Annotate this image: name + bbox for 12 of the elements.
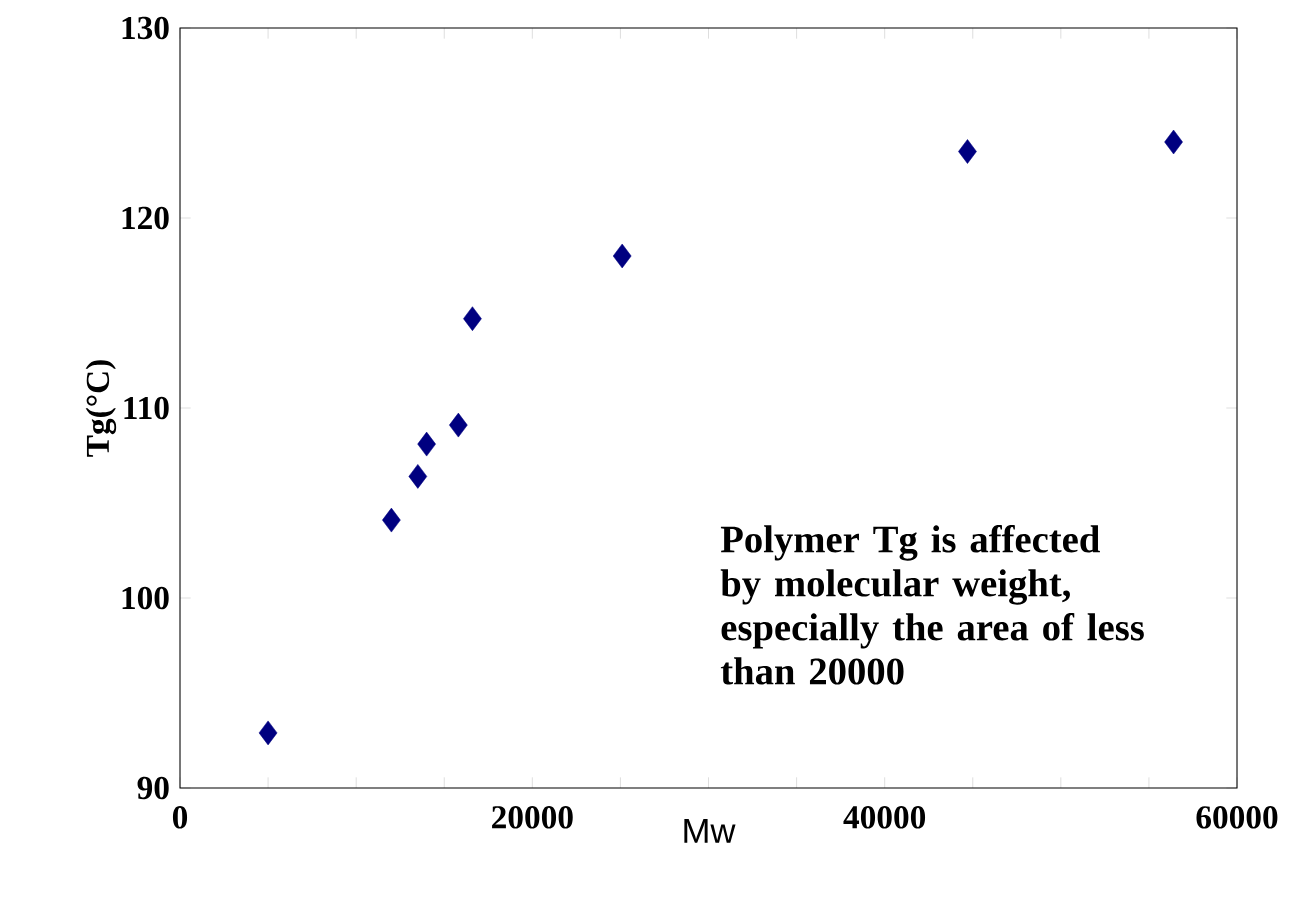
x-tick-label: 60000 (1196, 806, 1278, 829)
y-tick-label: 110 (124, 396, 169, 420)
x-tick-label: 0 (172, 806, 188, 829)
annotation: Polymer Tg is affected by molecular weight, especially the area of less than 20000 (720, 524, 1144, 685)
x-tick-label: 20000 (492, 806, 573, 829)
y-tick-label: 130 (122, 16, 169, 40)
y-axis-title: Tg(°C) (85, 360, 117, 457)
y-tick-label: 120 (122, 206, 169, 230)
x-tick-label: 40000 (843, 806, 926, 829)
x-axis-title: Mw (684, 819, 736, 843)
y-tick-label: 100 (122, 586, 169, 610)
y-tick-label: 90 (137, 776, 169, 800)
